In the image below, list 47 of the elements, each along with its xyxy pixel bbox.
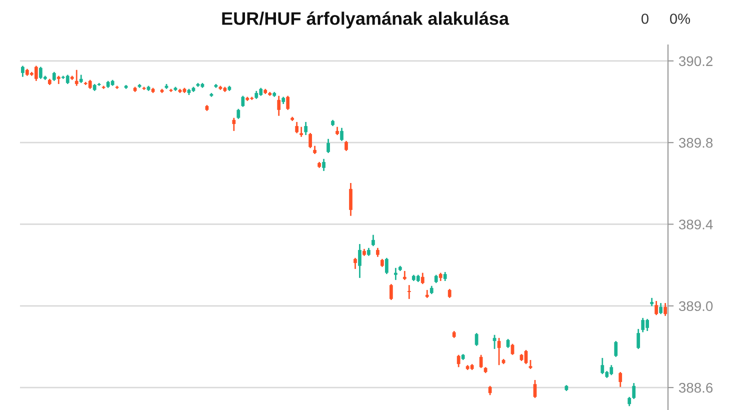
candlestick xyxy=(300,126,303,138)
text: 0% xyxy=(670,14,690,24)
candlestick xyxy=(66,74,70,85)
candlestick xyxy=(641,317,645,333)
chart-title: EUR/HUF árfolyamának alakulása xyxy=(222,12,510,28)
candlestick xyxy=(304,121,308,136)
candlestick xyxy=(456,354,460,368)
candlestick xyxy=(344,140,348,152)
candlestick xyxy=(654,300,658,316)
candlestick xyxy=(358,243,362,279)
y-tick-label: 389.8 xyxy=(678,138,713,148)
candlestick xyxy=(295,121,298,134)
candlestick xyxy=(34,65,38,82)
candlestick xyxy=(21,65,24,78)
text: 0 xyxy=(642,14,648,24)
candlestick xyxy=(628,396,632,407)
candlestick xyxy=(420,272,424,285)
candlestick xyxy=(659,302,662,315)
candlestick xyxy=(349,182,352,217)
candlestick xyxy=(632,382,636,400)
candlestick xyxy=(533,379,537,399)
candlestick xyxy=(326,138,330,154)
candlestick xyxy=(340,127,344,142)
candlestick xyxy=(600,357,604,375)
candlestick xyxy=(394,267,398,281)
candlestick xyxy=(241,95,245,108)
candlestick xyxy=(236,108,240,120)
candlestick xyxy=(407,284,411,300)
candlestick xyxy=(618,371,622,388)
candlestick xyxy=(286,95,290,111)
candlestick xyxy=(277,95,281,117)
candlestick xyxy=(372,234,375,247)
candlestick xyxy=(232,117,236,132)
y-tick-label: 389.4 xyxy=(678,220,713,230)
candlestick xyxy=(322,158,326,172)
candlestick xyxy=(74,69,78,87)
candlestick xyxy=(308,132,312,149)
candlestick xyxy=(385,257,388,275)
candlestick xyxy=(636,328,640,350)
candlestick xyxy=(614,340,618,358)
candlestick xyxy=(354,257,357,270)
y-tick-label: 388.6 xyxy=(678,382,713,393)
y-tick-label: 389.0 xyxy=(678,301,713,312)
candlestick xyxy=(664,302,667,317)
candlestick xyxy=(474,332,478,347)
candlestick xyxy=(390,283,393,301)
y-tick-label: 390.2 xyxy=(678,56,712,66)
